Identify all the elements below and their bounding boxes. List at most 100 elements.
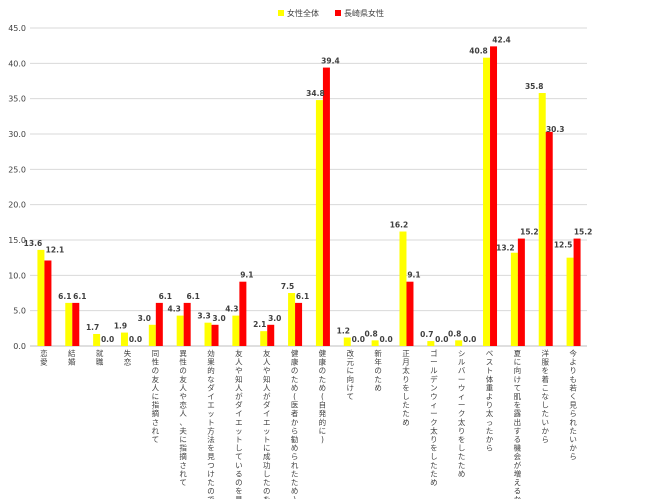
data-label: 12.5 [554, 241, 573, 250]
bar-nagasaki-women [44, 260, 52, 346]
data-label: 6.1 [58, 292, 71, 301]
bar-nagasaki-women [322, 67, 330, 346]
x-category-label: 正月太りをしたため [402, 349, 410, 427]
bar-women-total [37, 249, 45, 346]
data-label: 1.9 [114, 322, 127, 331]
x-category-label: 健康のため(医者から勧められたため) [291, 348, 299, 499]
x-category-label: 就職 [96, 348, 104, 367]
data-label: 6.1 [73, 292, 86, 301]
data-label: 13.6 [24, 239, 43, 248]
data-label: 0.8 [448, 329, 461, 338]
bar-women-total [427, 341, 435, 346]
data-label: 15.2 [520, 228, 539, 237]
y-tick-label: 0.0 [13, 342, 26, 351]
x-category-label: 友人や知人がダイエットしているのを見て [235, 348, 243, 499]
bar-women-total [483, 57, 491, 347]
x-category-label: 異性の友人や恋人、夫に指摘されて [179, 349, 187, 487]
x-category-label: 効果的なダイエット方法を見つけたので [207, 348, 215, 499]
bar-nagasaki-women [545, 131, 553, 346]
bar-women-total [232, 315, 240, 346]
data-label: 9.1 [240, 271, 253, 280]
y-tick-label: 40.0 [8, 59, 26, 68]
data-label: 6.1 [296, 292, 309, 301]
data-label: 2.1 [253, 320, 266, 329]
data-label: 0.7 [420, 330, 433, 339]
x-category-label: 結婚 [68, 348, 76, 367]
legend-label: 女性全体 [287, 8, 319, 18]
y-tick-label: 30.0 [8, 130, 26, 139]
y-tick-label: 45.0 [8, 24, 26, 33]
bar-women-total [566, 257, 574, 346]
bar-nagasaki-women [295, 302, 303, 346]
data-label: 0.8 [364, 329, 377, 338]
legend-item: 女性全体 [278, 8, 319, 18]
x-category-label: シルバーウィーク太りをしたため [458, 349, 466, 478]
bar-nagasaki-women [155, 302, 163, 346]
y-tick-label: 20.0 [8, 201, 26, 210]
bar-women-total [343, 337, 351, 346]
legend: 女性全体 長崎県女性 [278, 8, 384, 18]
data-label: 16.2 [390, 221, 409, 230]
bar-women-total [371, 340, 379, 346]
bar-nagasaki-women [490, 46, 498, 347]
data-label: 3.0 [268, 314, 281, 323]
data-label: 12.1 [46, 245, 65, 254]
data-label: 1.7 [86, 323, 99, 332]
bar-women-total [176, 315, 184, 346]
x-category-label: 洋服を着こなしたいから [541, 348, 549, 444]
bar-nagasaki-women [267, 324, 275, 346]
x-category-label: ゴールデンウィーク太りをしたため [430, 348, 438, 487]
gridlines [30, 27, 587, 347]
x-axis: 恋愛 結婚 就職 失恋 同性の友人に指摘されて 異性の友人や恋人、夫に指摘されて 効果的なダ… [40, 348, 577, 499]
bar-women-total [93, 333, 101, 346]
bar-women-total [260, 331, 268, 346]
bar-women-total [120, 332, 128, 346]
data-label: 35.8 [525, 82, 544, 91]
data-label: 0.0 [463, 335, 476, 344]
data-label: 9.1 [407, 271, 420, 280]
legend-item: 長崎県女性 [335, 8, 384, 18]
x-category-label: 新年のため [374, 348, 382, 392]
bar-women-total [455, 340, 463, 346]
x-category-label: 改元に向けて [347, 348, 355, 401]
y-tick-label: 25.0 [8, 165, 26, 174]
data-label: 15.2 [574, 228, 593, 237]
bar-women-total [148, 324, 156, 346]
data-label: 0.0 [129, 335, 142, 344]
y-tick-label: 15.0 [8, 236, 26, 245]
data-label: 3.0 [138, 314, 151, 323]
data-label: 4.3 [225, 305, 238, 314]
data-label: 34.8 [306, 89, 325, 98]
y-tick-label: 5.0 [13, 307, 26, 316]
data-label: 40.8 [469, 47, 488, 56]
y-tick-label: 10.0 [8, 271, 26, 280]
data-label: 6.1 [159, 292, 172, 301]
data-label: 0.0 [101, 335, 114, 344]
data-label: 0.0 [435, 335, 448, 344]
bar-women-total [288, 293, 296, 346]
bar-nagasaki-women [72, 302, 80, 346]
data-label: 42.4 [492, 35, 511, 44]
data-label: 30.3 [546, 125, 565, 134]
x-category-label: 夏に向けて肌を露出する機会が増えるから [514, 349, 522, 499]
data-label: 13.2 [496, 244, 515, 253]
y-tick-label: 35.0 [8, 95, 26, 104]
bar-nagasaki-women [239, 281, 247, 346]
bar-women-total [315, 100, 323, 346]
bar-women-total [510, 252, 518, 346]
data-label: 3.3 [197, 312, 210, 321]
x-category-label: 健康のため(自発的に) [319, 348, 327, 444]
data-labels: 13.66.11.7 1.93.04.33.34.32.17.534.81.2 0.… [24, 35, 593, 344]
bar-nagasaki-women [517, 238, 525, 346]
y-axis: 0.0 5.0 10.0 15.0 20.0 25.0 30.0 35.0 40.0 45.0 [8, 24, 26, 351]
x-category-label: 友人や知人がダイエットに成功したのを見て [263, 348, 271, 499]
bar-nagasaki-women [183, 302, 191, 346]
x-category-label: 恋愛 [40, 348, 48, 367]
data-label: 3.0 [212, 314, 225, 323]
bar-women-total [65, 302, 73, 346]
bar-nagasaki-women [406, 281, 414, 346]
x-category-label: 失恋 [124, 348, 132, 367]
data-label: 1.2 [337, 327, 350, 336]
data-label: 7.5 [281, 282, 294, 291]
